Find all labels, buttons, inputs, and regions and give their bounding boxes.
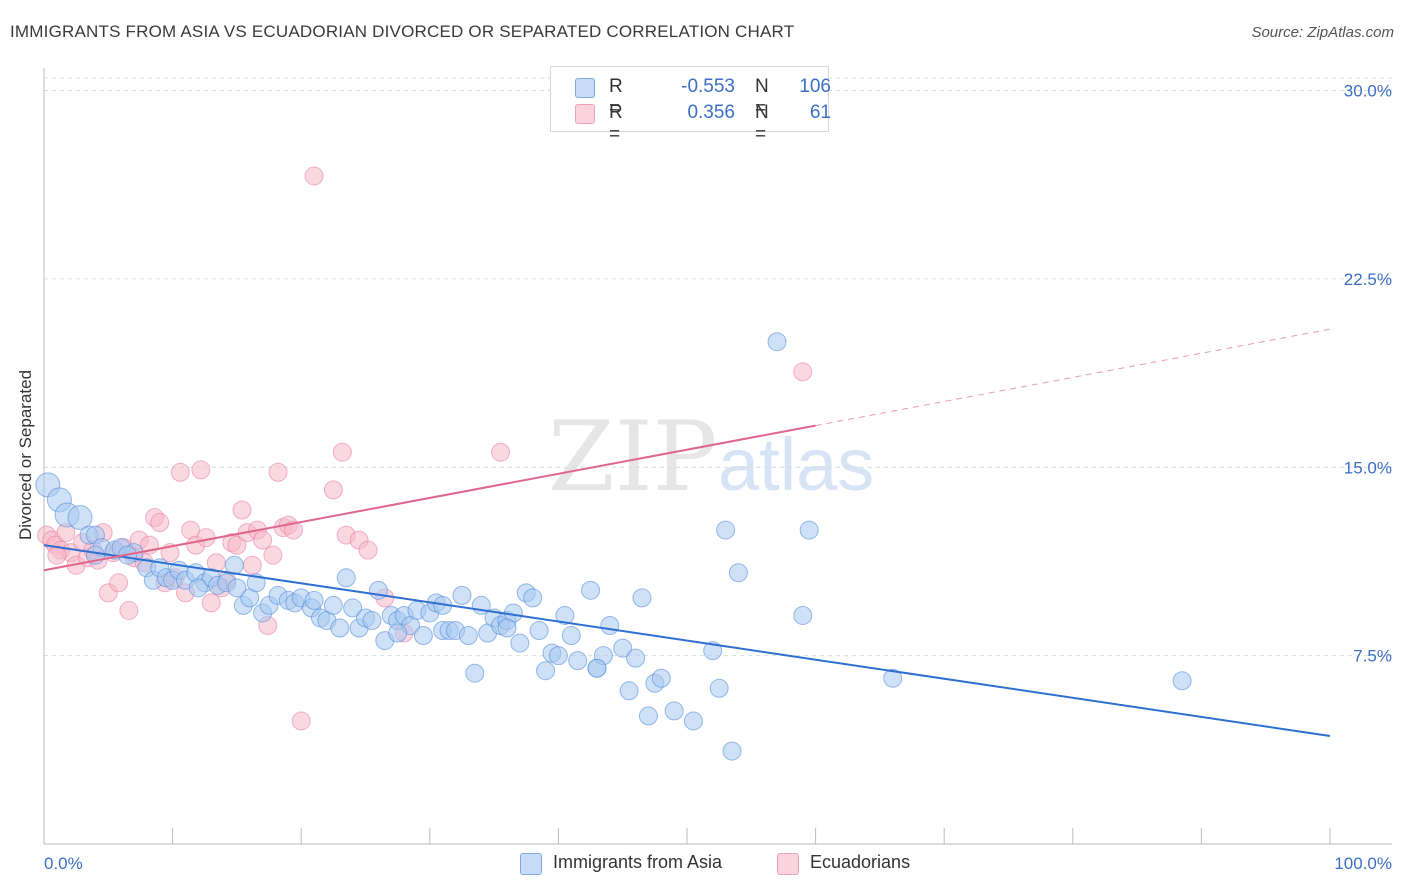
ecuadorian-trend-extension xyxy=(815,328,1331,427)
ecuadorian-point xyxy=(283,520,303,540)
asia-point xyxy=(465,663,485,683)
legend-r-value: -0.553 xyxy=(681,76,735,97)
y-tick-label: 7.5% xyxy=(1353,647,1392,666)
asia-point xyxy=(523,588,543,608)
ecuadorian-point xyxy=(263,545,283,565)
ecuadorian-point xyxy=(232,500,252,520)
asia-point xyxy=(452,585,472,605)
asia-point xyxy=(529,621,549,641)
asia-point xyxy=(722,741,742,761)
asia-point xyxy=(728,563,748,583)
asia-point xyxy=(343,598,363,618)
asia-point xyxy=(561,626,581,646)
legend-r-label: R = xyxy=(609,76,623,119)
asia-point xyxy=(188,578,208,598)
ecuadorian-point xyxy=(191,460,211,480)
asia-point xyxy=(587,658,607,678)
watermark-zip: ZIP xyxy=(548,401,717,513)
legend-r-value: 0.356 xyxy=(687,102,735,123)
ecuadorian-point xyxy=(358,540,378,560)
x-tick-label: 100.0% xyxy=(1334,854,1392,873)
asia-point xyxy=(767,332,787,352)
ecuadorian-point xyxy=(227,535,247,555)
asia-point xyxy=(664,701,684,721)
asia-point xyxy=(613,638,633,658)
asia-point xyxy=(555,605,575,625)
ecuadorian-point xyxy=(491,442,511,462)
asia-point xyxy=(600,616,620,636)
asia-point xyxy=(548,646,568,666)
asia-point xyxy=(581,580,601,600)
asia-point xyxy=(568,651,588,671)
ecuadorian-point xyxy=(170,462,190,482)
asia-point xyxy=(703,641,723,661)
asia-point xyxy=(638,706,658,726)
y-axis-label: Divorced or Separated xyxy=(16,369,35,541)
ecuadorian-point xyxy=(201,593,221,613)
asia-point xyxy=(323,595,343,615)
asia-trend-line xyxy=(43,544,1331,737)
asia-point xyxy=(388,623,408,643)
asia-point xyxy=(330,618,350,638)
asia-point xyxy=(709,678,729,698)
y-tick-label: 15.0% xyxy=(1344,458,1392,477)
ecuadorian-point xyxy=(268,462,288,482)
legend-swatch-ecuadorians xyxy=(575,104,595,124)
ecuadorian-point xyxy=(332,442,352,462)
x-tick-label: 0.0% xyxy=(44,854,83,873)
asia-point xyxy=(67,505,93,531)
asia-point xyxy=(413,626,433,646)
asia-point xyxy=(336,568,356,588)
bottom-legend-swatch-asia xyxy=(520,853,542,875)
ecuadorian-point xyxy=(242,555,262,575)
asia-point xyxy=(883,668,903,688)
asia-point xyxy=(632,588,652,608)
ecuadorian-point xyxy=(196,528,216,548)
watermark-atlas: atlas xyxy=(718,423,874,506)
asia-point xyxy=(458,626,478,646)
chart-title: IMMIGRANTS FROM ASIA VS ECUADORIAN DIVOR… xyxy=(10,22,795,41)
ecuadorian-point xyxy=(793,362,813,382)
y-tick-label: 22.5% xyxy=(1344,270,1392,289)
asia-point xyxy=(683,711,703,731)
asia-point xyxy=(510,633,530,653)
legend-r-label: R = xyxy=(609,102,623,145)
ecuadorian-point xyxy=(119,600,139,620)
bottom-legend-label-ecuadorians: Ecuadorians xyxy=(810,852,911,872)
asia-point xyxy=(716,520,736,540)
ecuadorian-point xyxy=(323,480,343,500)
correlation-legend: R = -0.553 N = 106 R = 0.356 N = 61 xyxy=(550,66,831,145)
asia-point xyxy=(304,590,324,610)
asia-point xyxy=(536,661,556,681)
ecuadorian-point xyxy=(150,513,170,533)
legend-swatch-asia xyxy=(575,78,595,98)
legend-n-label: N = xyxy=(755,76,769,119)
asia-point xyxy=(793,605,813,625)
source-label: Source: ZipAtlas.com xyxy=(1251,24,1394,41)
asia-point xyxy=(1172,671,1192,691)
legend-n-label: N = xyxy=(755,102,769,145)
asia-point xyxy=(362,610,382,630)
legend-n-value: 106 xyxy=(799,76,831,97)
asia-point xyxy=(651,668,671,688)
ecuadorian-point xyxy=(109,573,129,593)
asia-point xyxy=(619,681,639,701)
bottom-legend-swatch-ecuadorians xyxy=(777,853,799,875)
ecuadorian-trend-line xyxy=(43,424,816,572)
legend-n-value: 61 xyxy=(809,102,831,123)
asia-point xyxy=(227,578,247,598)
asia-point xyxy=(497,618,517,638)
ecuadorian-point xyxy=(304,166,324,186)
ecuadorian-point xyxy=(253,530,273,550)
ecuadorian-point xyxy=(291,711,311,731)
bottom-legend-label-asia: Immigrants from Asia xyxy=(553,852,723,872)
asia-point xyxy=(799,520,819,540)
asia-point xyxy=(626,648,646,668)
y-tick-label: 30.0% xyxy=(1344,82,1392,101)
